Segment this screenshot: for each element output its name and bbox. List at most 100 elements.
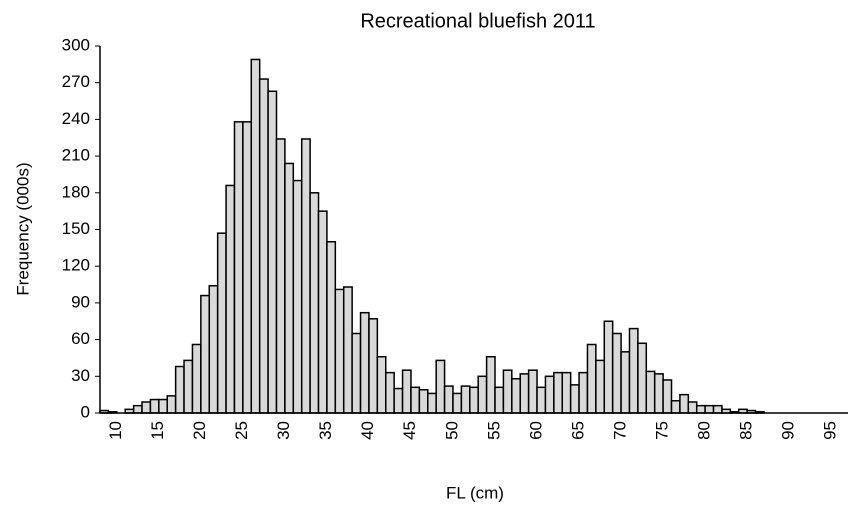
bar [452,392,463,414]
bar [443,385,454,414]
bar [200,294,211,414]
y-tick-label: 120 [62,256,90,275]
bar [149,398,160,414]
bar [460,385,471,414]
bar [511,377,521,414]
bar [275,138,286,414]
bar [435,359,446,414]
bar [326,240,337,414]
x-tick-label: 80 [694,421,713,440]
y-tick-label: 180 [62,182,90,201]
y-tick-label: 30 [71,366,90,385]
bar [284,162,295,414]
x-tick-label: 65 [568,421,587,440]
bar [620,351,631,414]
x-tick-label: 90 [778,421,797,440]
y-tick-label: 210 [62,146,90,165]
bar [351,332,362,414]
bar [410,386,421,414]
bar [309,192,320,414]
bar [334,288,345,414]
bar [494,386,505,414]
x-tick-label: 55 [484,421,503,440]
x-tick-label: 85 [736,421,755,440]
bar [561,371,572,414]
bar [393,387,404,414]
y-tick-label: 0 [81,402,90,421]
x-tick-label: 50 [442,421,461,440]
bar [527,369,538,414]
bar [469,386,479,414]
bar [208,285,219,414]
bar [653,373,664,414]
bar [225,184,236,414]
bar [267,90,278,414]
bar [603,320,614,414]
bar [250,58,261,414]
bar [536,386,547,414]
bar [376,355,387,414]
bar [637,342,648,414]
bar [695,404,706,414]
y-tick-label: 90 [71,292,90,311]
y-tick-label: 60 [71,329,90,348]
bar [342,286,353,414]
x-tick-label: 25 [232,421,251,440]
bar [158,398,168,414]
chart-title: Recreational bluefish 2011 [360,10,595,32]
bar [141,401,152,414]
bar [233,121,244,414]
bar [662,379,673,414]
y-tick-label: 150 [62,219,90,238]
x-tick-label: 20 [190,421,209,440]
x-tick-label: 15 [148,421,167,440]
bar [595,359,606,414]
bar [704,404,715,414]
bar [586,343,597,414]
bar [258,78,269,414]
x-tick-label: 10 [106,421,125,440]
bar [174,365,185,414]
bar [687,401,698,414]
bar [216,232,227,414]
x-tick-label: 45 [400,421,419,440]
bar [645,370,656,414]
bar [132,404,143,414]
x-tick-label: 70 [610,421,629,440]
bar [359,311,370,414]
bar [292,179,303,414]
bar [553,371,563,414]
bar [544,375,555,414]
y-tick-label: 240 [62,109,90,128]
y-tick-label: 300 [62,35,90,54]
bar [300,138,311,414]
y-axis-title: Frequency (000s) [13,162,32,295]
bar [670,400,681,414]
bar [427,392,437,414]
bar [628,327,639,414]
bar [712,404,723,414]
x-tick-label: 75 [652,421,671,440]
bar [242,121,253,414]
x-tick-label: 30 [274,421,293,440]
bar [485,355,496,414]
bar [569,384,580,414]
bar [385,371,395,414]
bar [401,369,412,414]
bar [477,375,488,414]
bar [519,373,530,414]
bar [502,369,513,414]
bar [611,332,622,414]
x-tick-label: 40 [358,421,377,440]
bar [368,318,379,414]
x-axis-title: FL (cm) [446,483,504,502]
x-tick-label: 60 [526,421,545,440]
bar [166,395,177,414]
bar [578,371,589,414]
bar [317,210,328,414]
x-tick-label: 35 [316,421,335,440]
bar [418,389,429,414]
bar [183,359,194,414]
bar [679,393,690,414]
